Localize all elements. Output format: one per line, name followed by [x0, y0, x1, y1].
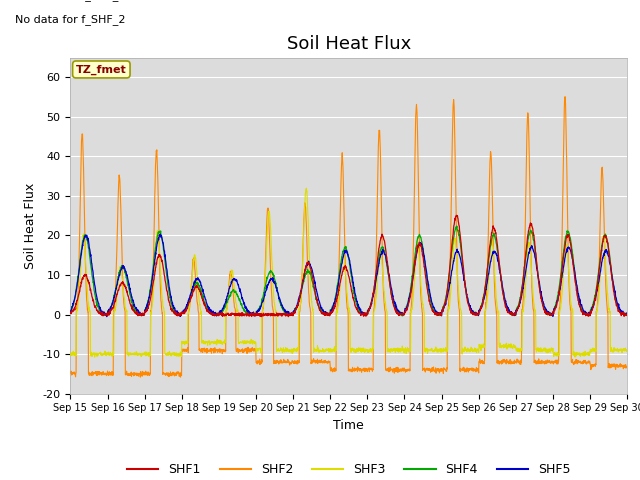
X-axis label: Time: Time — [333, 419, 364, 432]
Text: No data for f_SHF_2: No data for f_SHF_2 — [15, 14, 125, 25]
Text: No data for f_SHF_1: No data for f_SHF_1 — [15, 0, 125, 1]
Title: Soil Heat Flux: Soil Heat Flux — [287, 35, 411, 53]
Legend: SHF1, SHF2, SHF3, SHF4, SHF5: SHF1, SHF2, SHF3, SHF4, SHF5 — [122, 458, 575, 480]
Y-axis label: Soil Heat Flux: Soil Heat Flux — [24, 182, 37, 269]
Text: TZ_fmet: TZ_fmet — [76, 64, 127, 74]
